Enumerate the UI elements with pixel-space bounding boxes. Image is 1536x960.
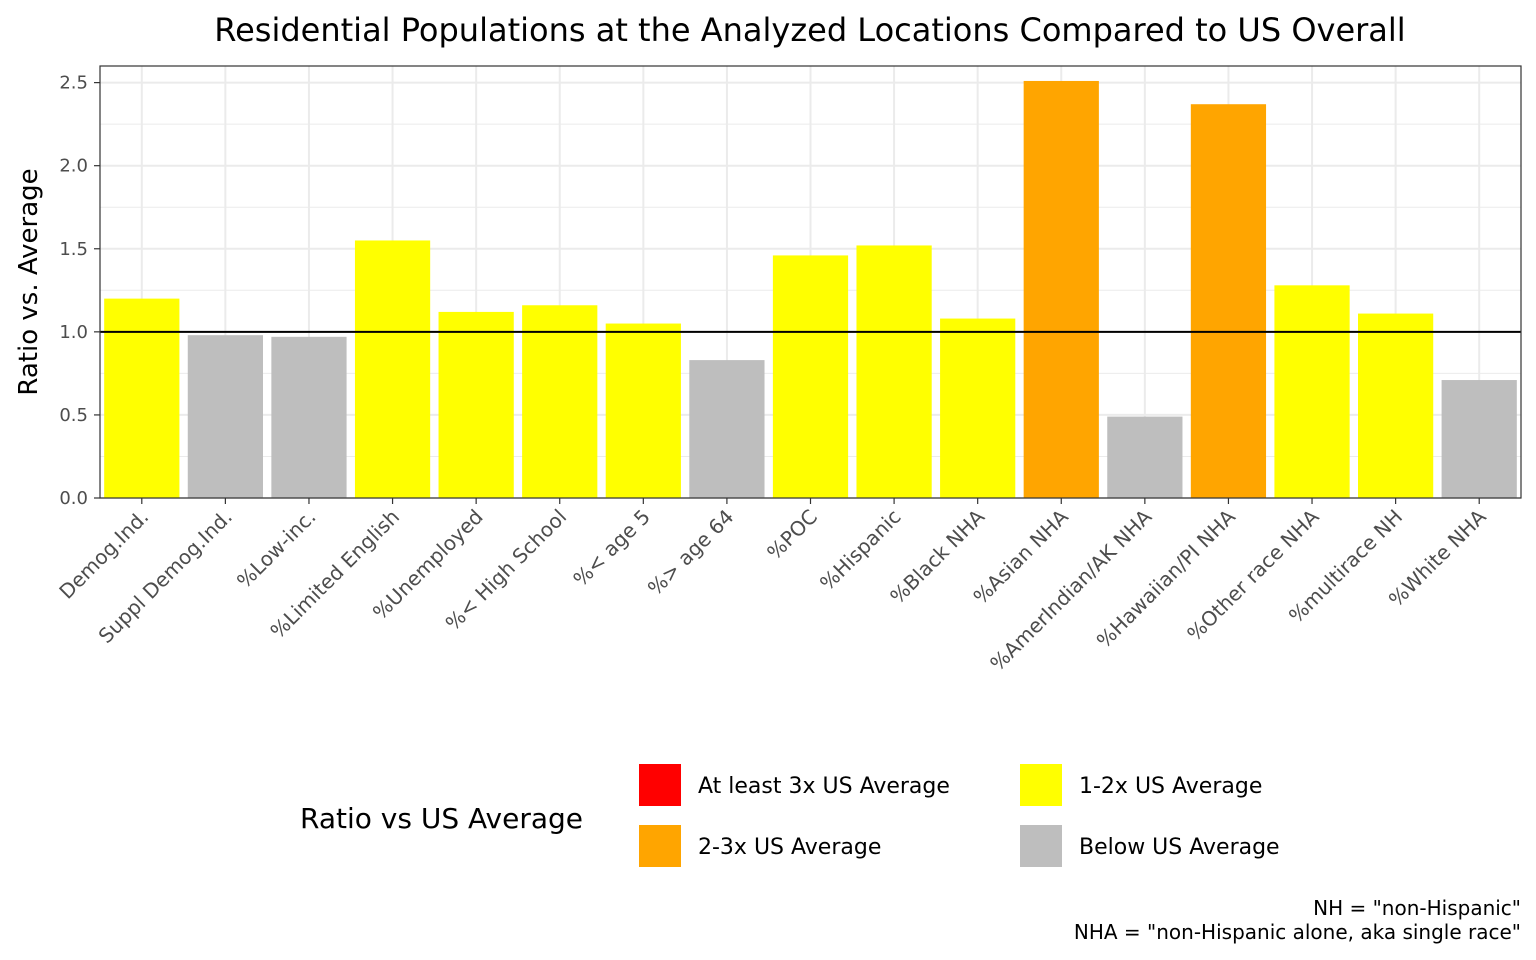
bar <box>271 336 347 498</box>
legend-key <box>1020 764 1062 806</box>
x-axis: Demog.Ind.Suppl Demog.Ind.%Low-inc.%Limi… <box>54 498 1491 676</box>
bar <box>522 305 598 498</box>
bar <box>605 323 681 498</box>
x-tick-label: %Hawaiian/PI NHA <box>1092 504 1241 653</box>
legend-key <box>1020 825 1062 867</box>
legend-title: Ratio vs US Average <box>300 802 583 835</box>
y-axis: 0.0 0.5 1.0 1.5 2.0 2.5 <box>59 73 100 509</box>
chart-title: Residential Populations at the Analyzed … <box>214 11 1405 49</box>
legend-key <box>639 764 681 806</box>
bar <box>104 298 180 498</box>
legend-key <box>639 825 681 867</box>
bar <box>1107 416 1183 498</box>
x-tick-label: %Hispanic <box>815 505 906 596</box>
x-tick-label: %Low-inc. <box>232 505 321 594</box>
x-tick-label: %AmerIndian/AK NHA <box>985 504 1156 675</box>
caption-line-2: NHA = "non-Hispanic alone, aka single ra… <box>1074 920 1521 944</box>
legend: Ratio vs US Average At least 3x US Avera… <box>300 764 1280 867</box>
bar <box>940 318 1016 498</box>
bar <box>1274 285 1350 498</box>
legend-label: 1-2x US Average <box>1079 774 1262 799</box>
x-tick-label: %POC <box>762 505 822 565</box>
bar <box>856 245 932 498</box>
caption-line-1: NH = "non-Hispanic" <box>1313 896 1521 920</box>
legend-label: Below US Average <box>1079 835 1280 860</box>
bar <box>1441 380 1517 498</box>
y-tick-label: 0.0 <box>59 488 88 509</box>
x-tick-label: %< age 5 <box>568 505 655 592</box>
y-tick-label: 0.5 <box>59 405 88 426</box>
y-tick-label: 1.5 <box>59 239 88 260</box>
y-tick-label: 1.0 <box>59 322 88 343</box>
bar <box>1023 80 1099 498</box>
bars <box>104 80 1517 498</box>
y-axis-label: Ratio vs. Average <box>14 168 44 395</box>
y-tick-label: 2.5 <box>59 73 88 94</box>
bar <box>1358 313 1434 498</box>
bar <box>187 335 263 498</box>
bar <box>1190 104 1267 498</box>
legend-label: 2-3x US Average <box>698 835 881 860</box>
y-tick-label: 2.0 <box>59 156 88 177</box>
bar <box>354 240 431 498</box>
bar <box>689 360 765 498</box>
x-tick-label: %> age 64 <box>643 505 739 601</box>
caption: NH = "non-Hispanic" NHA = "non-Hispanic … <box>1074 896 1521 944</box>
bar <box>438 311 514 498</box>
legend-label: At least 3x US Average <box>698 774 950 799</box>
bar <box>772 255 849 498</box>
